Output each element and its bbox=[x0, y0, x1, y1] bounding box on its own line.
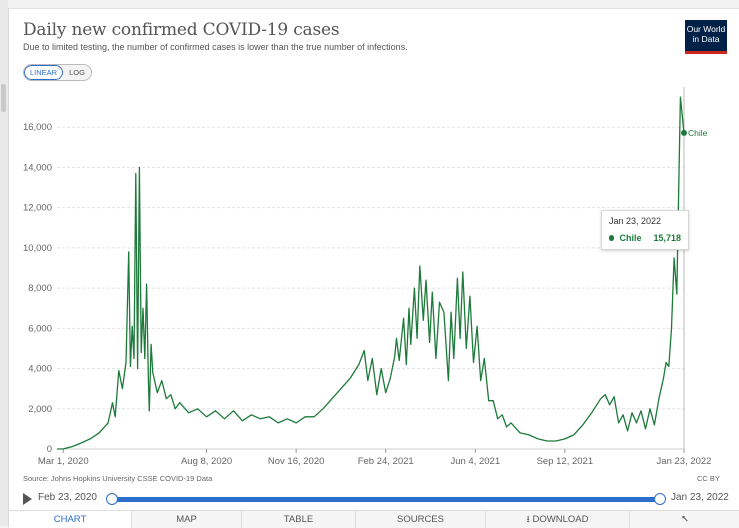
timeline-end-handle[interactable] bbox=[654, 493, 666, 505]
y-tick-label: 0 bbox=[47, 444, 52, 455]
scale-toggle[interactable]: LINEAR LOG bbox=[23, 64, 92, 81]
license-link[interactable]: CC BY bbox=[697, 474, 720, 483]
play-icon[interactable] bbox=[23, 493, 32, 505]
y-tick-label: 6,000 bbox=[28, 323, 52, 334]
timeline: Feb 23, 2020 Jan 23, 2022 bbox=[9, 489, 739, 509]
chart-title: Daily new confirmed COVID-19 cases bbox=[23, 20, 340, 40]
linear-scale-option[interactable]: LINEAR bbox=[24, 65, 64, 80]
tab-table[interactable]: TABLE bbox=[241, 511, 355, 528]
chart-frame: Daily new confirmed COVID-19 cases Due t… bbox=[8, 8, 739, 528]
y-tick-label: 4,000 bbox=[28, 364, 52, 375]
series-end-marker bbox=[681, 129, 687, 136]
line-chart: 0 2,000 4,000 6,000 8,000 10,000 12,000 14,000 1… bbox=[23, 87, 712, 467]
x-tick-label: Jan 23, 2022 bbox=[657, 456, 712, 467]
x-axis-ticks: Mar 1, 2020 Aug 8, 2020 Nov 16, 2020 Feb 24… bbox=[38, 449, 712, 467]
owid-logo[interactable]: Our World in Data bbox=[685, 20, 727, 54]
tooltip-value: 15,718 bbox=[653, 233, 681, 243]
timeline-start-label: Feb 23, 2020 bbox=[38, 492, 97, 503]
y-tick-label: 16,000 bbox=[23, 122, 52, 133]
tooltip-date: Jan 23, 2022 bbox=[609, 216, 662, 226]
y-tick-label: 2,000 bbox=[28, 404, 52, 415]
tab-download-label: DOWNLOAD bbox=[532, 514, 589, 525]
tooltip-series-name: Chile bbox=[619, 233, 642, 243]
tab-sources[interactable]: SOURCES bbox=[355, 511, 485, 528]
tab-map[interactable]: MAP bbox=[131, 511, 241, 528]
y-tick-label: 8,000 bbox=[28, 283, 52, 294]
logo-accent-bar bbox=[685, 51, 727, 54]
scrollbar-thumb[interactable] bbox=[1, 84, 6, 112]
timeline-track[interactable] bbox=[111, 497, 660, 502]
download-icon: ⭳ bbox=[526, 514, 530, 525]
share-icon: ⭦ bbox=[681, 514, 689, 525]
x-tick-label: Nov 16, 2020 bbox=[268, 456, 325, 467]
hover-tooltip: Jan 23, 2022 Chile 15,718 bbox=[601, 210, 689, 250]
tab-chart[interactable]: CHART bbox=[9, 511, 131, 528]
series-end-label: Chile bbox=[688, 128, 708, 138]
timeline-end-label: Jan 23, 2022 bbox=[671, 492, 729, 503]
tab-share[interactable]: ⭦ bbox=[629, 511, 739, 528]
y-tick-label: 10,000 bbox=[23, 243, 52, 254]
logo-line-1: Our World bbox=[686, 24, 726, 34]
tab-bar: CHART MAP TABLE SOURCES ⭳ DOWNLOAD ⭦ bbox=[9, 510, 739, 528]
x-tick-label: Aug 8, 2020 bbox=[181, 456, 232, 467]
x-tick-label: Jun 4, 2021 bbox=[450, 456, 500, 467]
series-group: Chile bbox=[56, 96, 708, 450]
chart-subtitle: Due to limited testing, the number of co… bbox=[23, 42, 408, 52]
y-tick-label: 14,000 bbox=[23, 162, 52, 173]
x-tick-label: Mar 1, 2020 bbox=[38, 456, 89, 467]
x-tick-label: Feb 24, 2021 bbox=[358, 456, 414, 467]
timeline-start-handle[interactable] bbox=[106, 493, 118, 505]
log-scale-option[interactable]: LOG bbox=[63, 65, 91, 80]
y-tick-label: 12,000 bbox=[23, 203, 52, 214]
tab-download[interactable]: ⭳ DOWNLOAD bbox=[485, 511, 629, 528]
gridlines bbox=[57, 126, 684, 450]
x-tick-label: Sep 12, 2021 bbox=[537, 456, 594, 467]
series-line-chile bbox=[56, 96, 685, 450]
logo-line-2: in Data bbox=[692, 33, 720, 44]
tooltip-dot bbox=[609, 235, 615, 241]
source-note[interactable]: Source: Johns Hopkins University CSSE CO… bbox=[23, 474, 213, 483]
page-scrollbar[interactable] bbox=[0, 0, 8, 526]
y-axis-ticks: 0 2,000 4,000 6,000 8,000 10,000 12,000 14,000 1… bbox=[23, 122, 52, 455]
